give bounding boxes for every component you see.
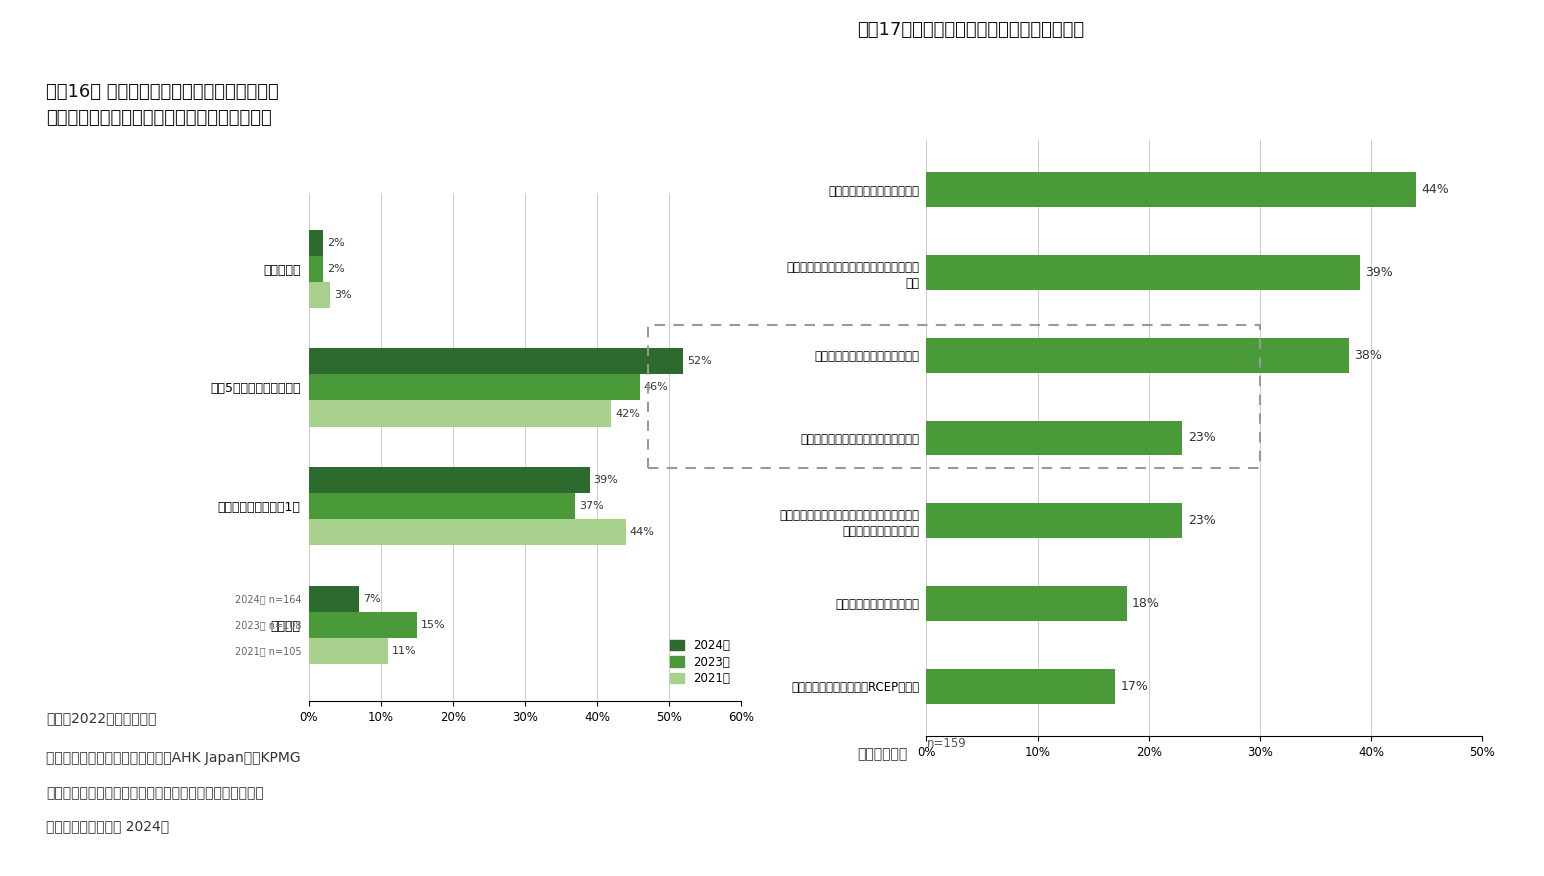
Text: 42%: 42% — [615, 408, 639, 419]
Bar — [926, 504, 1183, 538]
Text: 11%: 11% — [392, 646, 417, 656]
Text: イツビジネス 2024」: イツビジネス 2024」 — [46, 819, 170, 833]
Bar — [309, 586, 360, 611]
Text: 17%: 17% — [1121, 680, 1149, 693]
Text: 39%: 39% — [1365, 266, 1393, 279]
Text: ドイツ「在日ドイツ企業景況調査　日本におけるド: ドイツ「在日ドイツ企業景況調査 日本におけるド — [46, 786, 264, 800]
Text: 2024年 n=164: 2024年 n=164 — [235, 594, 301, 604]
Bar — [926, 420, 1183, 456]
Bar — [309, 230, 323, 256]
Text: 44%: 44% — [1420, 183, 1448, 196]
Bar — [309, 349, 684, 374]
Text: （資料）同左: （資料）同左 — [857, 746, 908, 760]
Text: 39%: 39% — [593, 475, 618, 485]
Text: 37%: 37% — [579, 501, 604, 511]
Text: （注）2022年データなし: （注）2022年データなし — [46, 711, 156, 725]
Bar — [926, 669, 1115, 703]
Text: 2023年 n=108: 2023年 n=108 — [235, 620, 301, 630]
Text: 2%: 2% — [327, 264, 344, 273]
Text: 46%: 46% — [644, 383, 669, 392]
Bar — [926, 338, 1349, 372]
Text: 図表16　 ドイツ本社グループの世界全体での: 図表16 ドイツ本社グループの世界全体での — [46, 82, 279, 101]
Text: 23%: 23% — [1187, 432, 1215, 444]
Text: 2%: 2% — [327, 237, 344, 248]
Text: 7%: 7% — [363, 594, 380, 604]
Bar — [309, 493, 576, 519]
Text: 44%: 44% — [630, 527, 655, 537]
Text: 38%: 38% — [1354, 349, 1382, 362]
Text: 18%: 18% — [1132, 597, 1160, 610]
Bar — [309, 282, 330, 307]
Text: 52%: 52% — [687, 357, 712, 366]
Bar — [926, 586, 1127, 621]
Text: 15%: 15% — [420, 620, 445, 630]
Text: 図表17　対日投資に影響を与える動向と展開: 図表17 対日投資に影響を与える動向と展開 — [857, 21, 1084, 39]
Legend: 2024年, 2023年, 2021年: 2024年, 2023年, 2021年 — [665, 634, 735, 689]
Text: 売上高および利益における日本市場の重要性: 売上高および利益における日本市場の重要性 — [46, 109, 272, 127]
Bar — [309, 400, 611, 427]
Bar — [309, 256, 323, 282]
Text: （資料）在日ドイツ商工会議所（AHK Japan）、KPMG: （資料）在日ドイツ商工会議所（AHK Japan）、KPMG — [46, 751, 301, 765]
Text: n=159: n=159 — [926, 738, 967, 751]
Bar — [309, 638, 388, 664]
Text: 3%: 3% — [334, 290, 352, 300]
Bar — [309, 611, 417, 638]
Bar — [309, 467, 590, 493]
Bar — [926, 255, 1360, 290]
Text: 2021年 n=105: 2021年 n=105 — [235, 646, 301, 656]
Bar — [309, 519, 625, 545]
Text: 23%: 23% — [1187, 514, 1215, 527]
Bar — [309, 374, 641, 400]
Bar — [926, 173, 1416, 208]
